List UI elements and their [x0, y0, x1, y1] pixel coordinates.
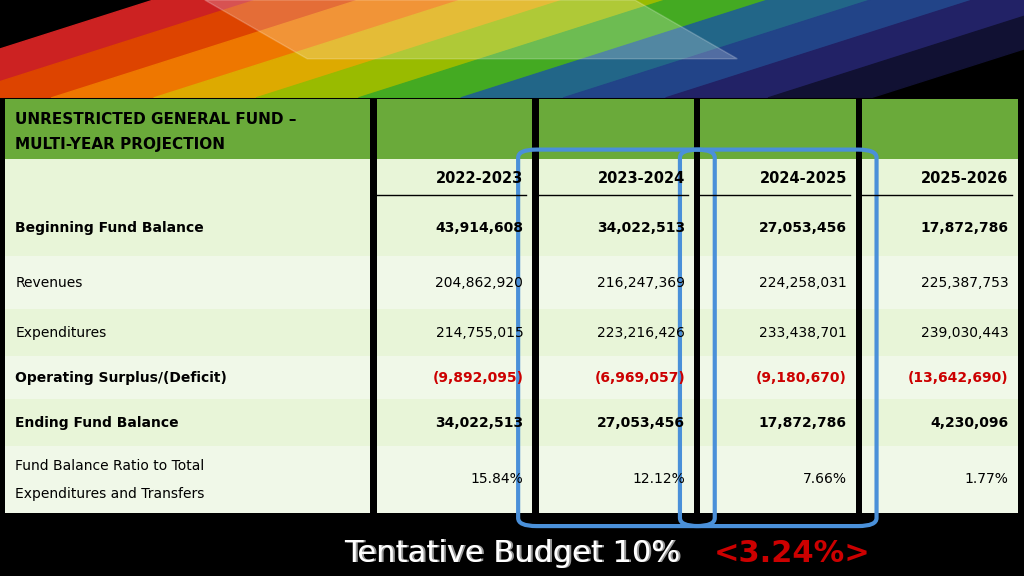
- Polygon shape: [768, 0, 1024, 98]
- Polygon shape: [256, 0, 666, 98]
- Polygon shape: [51, 0, 461, 98]
- FancyBboxPatch shape: [5, 158, 370, 199]
- Polygon shape: [0, 0, 358, 98]
- Text: 27,053,456: 27,053,456: [759, 221, 847, 234]
- Text: (9,180,670): (9,180,670): [756, 370, 847, 385]
- Text: Fund Balance Ratio to Total: Fund Balance Ratio to Total: [15, 459, 205, 473]
- FancyBboxPatch shape: [862, 158, 1018, 199]
- Text: 223,216,426: 223,216,426: [597, 325, 685, 340]
- FancyBboxPatch shape: [700, 309, 856, 356]
- FancyBboxPatch shape: [700, 256, 856, 309]
- FancyBboxPatch shape: [539, 199, 694, 256]
- Text: Tentative Budget 10%: Tentative Budget 10%: [346, 539, 682, 569]
- Text: 17,872,786: 17,872,786: [921, 221, 1009, 234]
- FancyBboxPatch shape: [539, 399, 694, 446]
- Text: UNRESTRICTED GENERAL FUND –: UNRESTRICTED GENERAL FUND –: [15, 112, 297, 127]
- Text: 17,872,786: 17,872,786: [759, 415, 847, 430]
- FancyBboxPatch shape: [5, 256, 370, 309]
- FancyBboxPatch shape: [700, 399, 856, 446]
- Polygon shape: [666, 0, 1024, 98]
- Text: 1.77%: 1.77%: [965, 472, 1009, 486]
- Text: 225,387,753: 225,387,753: [921, 275, 1009, 290]
- FancyBboxPatch shape: [862, 256, 1018, 309]
- FancyBboxPatch shape: [377, 356, 532, 399]
- FancyBboxPatch shape: [862, 446, 1018, 513]
- Text: 34,022,513: 34,022,513: [435, 415, 523, 430]
- Text: 43,914,608: 43,914,608: [435, 221, 523, 234]
- Text: Ending Fund Balance: Ending Fund Balance: [15, 415, 179, 430]
- Text: 239,030,443: 239,030,443: [921, 325, 1009, 340]
- Text: 4,230,096: 4,230,096: [931, 415, 1009, 430]
- FancyBboxPatch shape: [377, 399, 532, 446]
- Text: 27,053,456: 27,053,456: [597, 415, 685, 430]
- FancyBboxPatch shape: [862, 399, 1018, 446]
- Polygon shape: [0, 0, 256, 98]
- FancyBboxPatch shape: [862, 199, 1018, 256]
- Text: MULTI-YEAR PROJECTION: MULTI-YEAR PROJECTION: [15, 137, 225, 151]
- Text: Revenues: Revenues: [15, 275, 83, 290]
- Text: 2025-2026: 2025-2026: [922, 171, 1009, 186]
- Text: <3.24%>: <3.24%>: [714, 539, 870, 569]
- Text: 34,022,513: 34,022,513: [597, 221, 685, 234]
- Polygon shape: [358, 0, 768, 98]
- Text: Operating Surplus/(Deficit): Operating Surplus/(Deficit): [15, 370, 227, 385]
- Text: 216,247,369: 216,247,369: [597, 275, 685, 290]
- FancyBboxPatch shape: [539, 158, 694, 199]
- FancyBboxPatch shape: [539, 256, 694, 309]
- Text: 2023-2024: 2023-2024: [598, 171, 685, 186]
- Text: (6,969,057): (6,969,057): [594, 370, 685, 385]
- FancyBboxPatch shape: [700, 356, 856, 399]
- Text: (9,892,095): (9,892,095): [432, 370, 523, 385]
- Text: 2022-2023: 2022-2023: [436, 171, 523, 186]
- Text: 12.12%: 12.12%: [632, 472, 685, 486]
- FancyBboxPatch shape: [5, 309, 370, 356]
- Text: 15.84%: 15.84%: [470, 472, 523, 486]
- FancyBboxPatch shape: [700, 158, 856, 199]
- Text: 233,438,701: 233,438,701: [759, 325, 847, 340]
- FancyBboxPatch shape: [862, 356, 1018, 399]
- FancyBboxPatch shape: [5, 446, 370, 513]
- Polygon shape: [461, 0, 870, 98]
- Text: Expenditures: Expenditures: [15, 325, 106, 340]
- Text: 224,258,031: 224,258,031: [759, 275, 847, 290]
- Text: 2024-2025: 2024-2025: [760, 171, 847, 186]
- FancyBboxPatch shape: [539, 309, 694, 356]
- Text: 214,755,015: 214,755,015: [435, 325, 523, 340]
- FancyBboxPatch shape: [539, 446, 694, 513]
- FancyBboxPatch shape: [5, 356, 370, 399]
- FancyBboxPatch shape: [377, 99, 532, 158]
- Polygon shape: [563, 0, 973, 98]
- Text: 204,862,920: 204,862,920: [435, 275, 523, 290]
- FancyBboxPatch shape: [377, 446, 532, 513]
- Polygon shape: [205, 0, 737, 59]
- FancyBboxPatch shape: [5, 199, 370, 256]
- FancyBboxPatch shape: [700, 99, 856, 158]
- Text: Tentative Budget 10%: Tentative Budget 10%: [344, 539, 680, 569]
- FancyBboxPatch shape: [5, 99, 370, 158]
- FancyBboxPatch shape: [700, 199, 856, 256]
- FancyBboxPatch shape: [862, 99, 1018, 158]
- FancyBboxPatch shape: [539, 356, 694, 399]
- FancyBboxPatch shape: [700, 446, 856, 513]
- FancyBboxPatch shape: [539, 99, 694, 158]
- FancyBboxPatch shape: [377, 158, 532, 199]
- Text: Expenditures and Transfers: Expenditures and Transfers: [15, 487, 205, 501]
- FancyBboxPatch shape: [862, 309, 1018, 356]
- FancyBboxPatch shape: [5, 399, 370, 446]
- Text: (13,642,690): (13,642,690): [908, 370, 1009, 385]
- FancyBboxPatch shape: [377, 199, 532, 256]
- Polygon shape: [154, 0, 563, 98]
- FancyBboxPatch shape: [377, 309, 532, 356]
- FancyBboxPatch shape: [377, 256, 532, 309]
- Text: 7.66%: 7.66%: [803, 472, 847, 486]
- Text: Beginning Fund Balance: Beginning Fund Balance: [15, 221, 204, 234]
